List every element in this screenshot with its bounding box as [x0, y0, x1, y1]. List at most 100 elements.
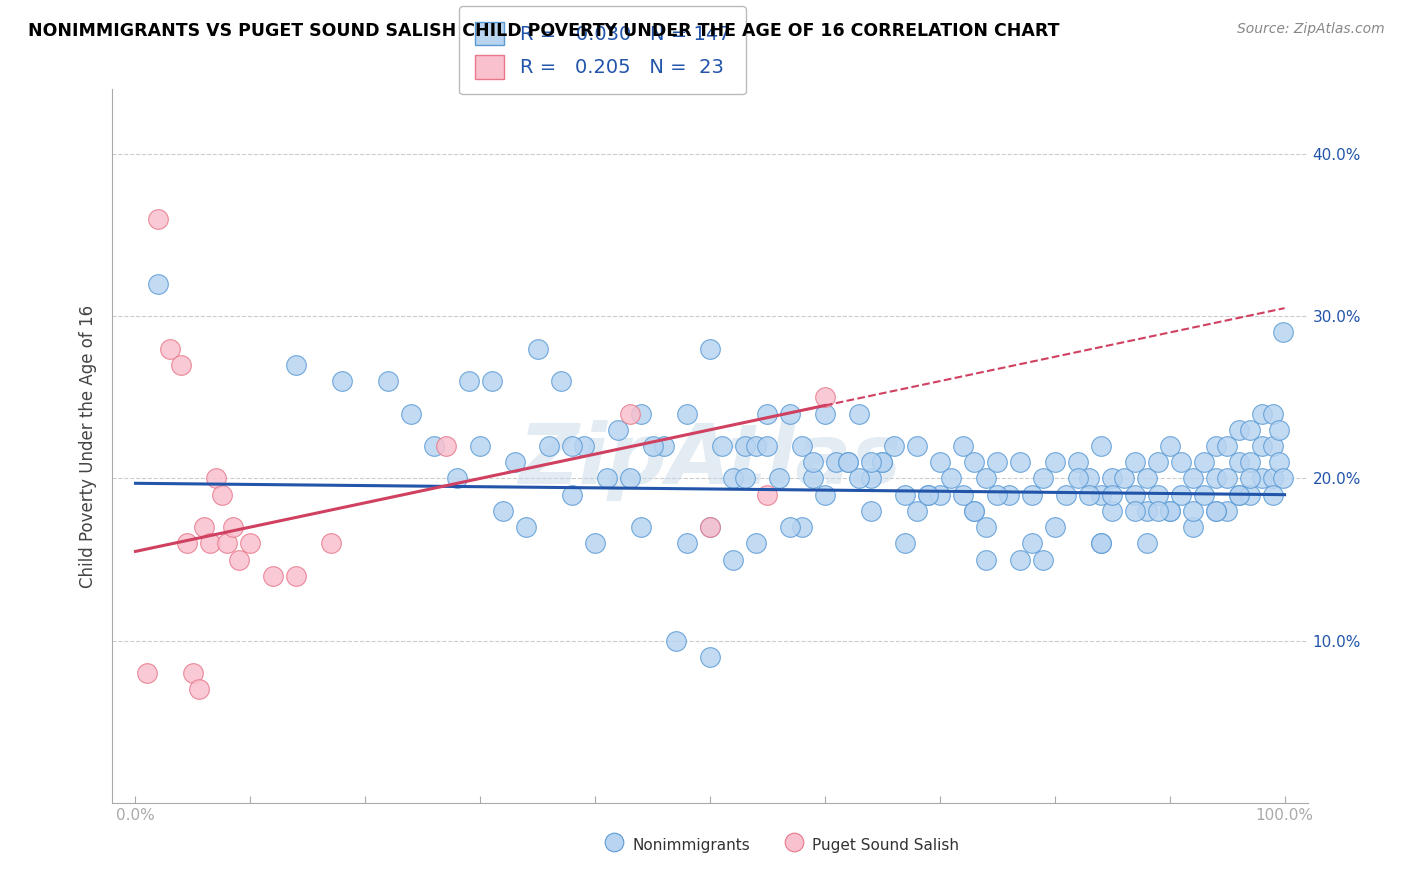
- Point: [595, 471, 617, 485]
- Point: [198, 536, 221, 550]
- Point: [1032, 471, 1054, 485]
- Point: [756, 439, 779, 453]
- Point: [1261, 471, 1284, 485]
- Point: [1250, 407, 1272, 421]
- Point: [986, 488, 1008, 502]
- Text: ZipAtlas: ZipAtlas: [519, 420, 901, 500]
- Point: [872, 455, 894, 469]
- Text: NONIMMIGRANTS VS PUGET SOUND SALISH CHILD POVERTY UNDER THE AGE OF 16 CORRELATIO: NONIMMIGRANTS VS PUGET SOUND SALISH CHIL…: [28, 22, 1060, 40]
- Point: [998, 488, 1021, 502]
- Point: [481, 374, 503, 388]
- Point: [745, 536, 768, 550]
- Point: [872, 455, 894, 469]
- Point: [1250, 439, 1272, 453]
- Point: [1227, 488, 1250, 502]
- Point: [136, 666, 159, 681]
- Point: [1261, 439, 1284, 453]
- Point: [641, 439, 664, 453]
- Point: [1159, 439, 1181, 453]
- Point: [917, 488, 939, 502]
- Point: [652, 439, 675, 453]
- Point: [401, 407, 423, 421]
- Point: [699, 649, 721, 664]
- Point: [779, 885, 801, 892]
- Point: [859, 455, 882, 469]
- Point: [837, 455, 859, 469]
- Point: [734, 471, 756, 485]
- Point: [1123, 488, 1146, 502]
- Point: [952, 488, 974, 502]
- Point: [1090, 439, 1112, 453]
- Point: [848, 407, 870, 421]
- Point: [1090, 536, 1112, 550]
- Point: [894, 536, 917, 550]
- Point: [1216, 439, 1239, 453]
- Point: [1067, 455, 1090, 469]
- Point: [1043, 455, 1066, 469]
- Point: [1272, 326, 1295, 340]
- Point: [710, 439, 733, 453]
- Point: [607, 423, 630, 437]
- Point: [848, 471, 870, 485]
- Point: [1181, 471, 1204, 485]
- Point: [176, 536, 198, 550]
- Point: [561, 488, 583, 502]
- Point: [905, 439, 928, 453]
- Point: [1216, 471, 1239, 485]
- Point: [859, 471, 882, 485]
- Point: [803, 455, 825, 469]
- Point: [1261, 488, 1284, 502]
- Point: [1170, 488, 1192, 502]
- Point: [1216, 504, 1239, 518]
- Point: [377, 374, 399, 388]
- Point: [1090, 488, 1112, 502]
- Point: [148, 211, 170, 226]
- Point: [1239, 471, 1261, 485]
- Point: [1101, 504, 1123, 518]
- Point: [1268, 455, 1291, 469]
- Point: [222, 520, 245, 534]
- Point: [1268, 423, 1291, 437]
- Point: [492, 504, 515, 518]
- Point: [1090, 536, 1112, 550]
- Point: [952, 439, 974, 453]
- Point: [1147, 504, 1170, 518]
- Point: [1147, 488, 1170, 502]
- Point: [928, 488, 950, 502]
- Point: [664, 633, 686, 648]
- Point: [446, 471, 468, 485]
- Point: [1181, 520, 1204, 534]
- Point: [330, 374, 353, 388]
- Point: [550, 374, 572, 388]
- Point: [790, 520, 813, 534]
- Point: [1123, 504, 1146, 518]
- Point: [963, 504, 986, 518]
- Point: [1261, 407, 1284, 421]
- Point: [699, 520, 721, 534]
- Point: [285, 358, 308, 372]
- Point: [986, 455, 1008, 469]
- Point: [1159, 504, 1181, 518]
- Y-axis label: Child Poverty Under the Age of 16: Child Poverty Under the Age of 16: [79, 304, 97, 588]
- Point: [1205, 504, 1227, 518]
- Point: [572, 439, 595, 453]
- Point: [607, 885, 630, 892]
- Point: [699, 342, 721, 356]
- Point: [745, 439, 768, 453]
- Point: [1192, 488, 1215, 502]
- Point: [1101, 471, 1123, 485]
- Point: [285, 568, 308, 582]
- Point: [239, 536, 262, 550]
- Point: [1147, 455, 1170, 469]
- Point: [1010, 455, 1032, 469]
- Point: [721, 471, 744, 485]
- Point: [941, 471, 963, 485]
- Point: [894, 488, 917, 502]
- Point: [159, 342, 181, 356]
- Point: [1021, 536, 1043, 550]
- Point: [859, 504, 882, 518]
- Point: [423, 439, 446, 453]
- Point: [1112, 471, 1135, 485]
- Point: [211, 488, 233, 502]
- Point: [1136, 471, 1159, 485]
